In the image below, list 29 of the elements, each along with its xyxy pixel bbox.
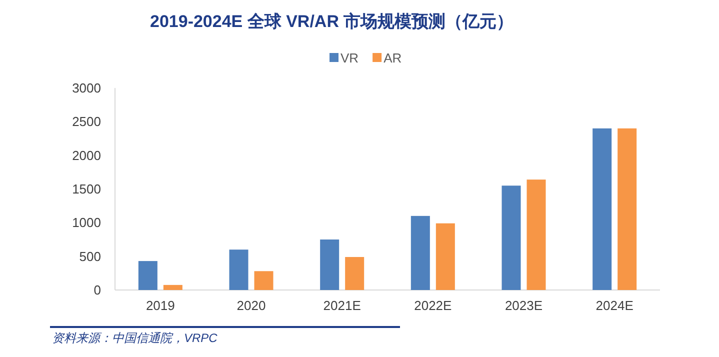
- y-tick-label: 2000: [72, 148, 101, 163]
- bar: [410, 216, 430, 290]
- bar: [618, 128, 637, 290]
- x-tick-label: 2022E: [414, 298, 452, 313]
- y-tick-label: 500: [79, 248, 101, 264]
- bar: [592, 128, 612, 290]
- bar: [345, 257, 364, 290]
- x-tick-label: 2020: [236, 298, 266, 313]
- bar: [526, 180, 546, 290]
- bar: [436, 223, 455, 290]
- y-tick-label: 1500: [72, 182, 101, 196]
- bar: [502, 186, 521, 290]
- bar: [138, 261, 158, 290]
- bar: [254, 271, 274, 290]
- y-tick-label: 0: [94, 282, 101, 298]
- x-tick-label: 2019: [146, 298, 175, 313]
- legend-label: AR: [384, 50, 402, 66]
- bar: [320, 240, 340, 290]
- chart-title: 2019-2024E 全球 VR/AR 市场规模预测（亿元）: [150, 12, 514, 31]
- legend-label: VR: [340, 50, 359, 66]
- text: 资料来源：中国信通院，VRPC: [52, 331, 218, 345]
- x-tick-label: 2024E: [596, 298, 634, 313]
- y-tick-label: 1000: [72, 215, 101, 230]
- bar: [229, 250, 248, 290]
- x-tick-label: 2021E: [323, 298, 362, 313]
- y-tick-label: 3000: [72, 80, 101, 96]
- y-tick-label: 2500: [72, 114, 101, 130]
- x-tick-label: 2023E: [504, 298, 543, 313]
- bar: [163, 284, 182, 290]
